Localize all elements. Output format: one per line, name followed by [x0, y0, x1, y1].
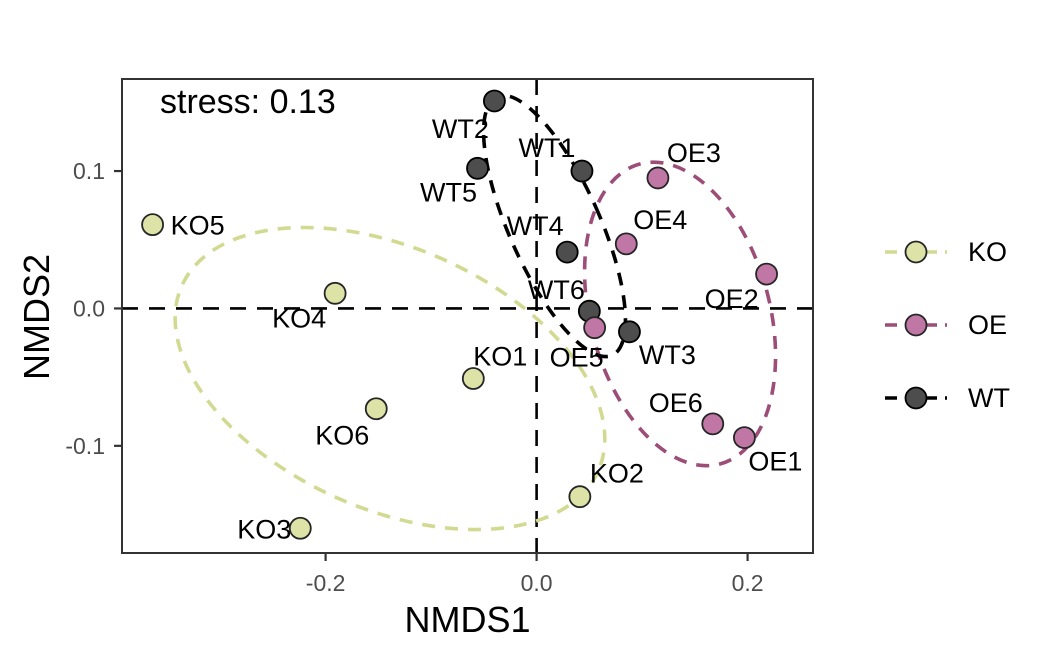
y-tick-label: 0.0: [73, 295, 105, 321]
point-oe3: [646, 166, 670, 190]
point-oe4: [614, 232, 638, 256]
panel-border: [121, 78, 814, 554]
point-label-wt1: WT1: [518, 133, 575, 163]
point-label-ko6: KO6: [315, 421, 369, 451]
point-ko3: [288, 516, 312, 540]
point-label-oe6: OE6: [649, 388, 703, 418]
point-ko6: [364, 397, 388, 421]
point-wt2: [483, 89, 506, 113]
x-axis-title: NMDS1: [404, 599, 531, 640]
point-label-ko4: KO4: [272, 303, 326, 333]
legend-marker-ko-icon: [885, 240, 947, 264]
legend-item-wt: WT: [884, 384, 1010, 412]
y-tick-label: -0.1: [65, 433, 105, 459]
point-label-oe2: OE2: [705, 284, 759, 314]
legend-marker-wt-icon: [885, 386, 947, 410]
point-wt4: [555, 240, 579, 264]
point-label-ko5: KO5: [171, 211, 225, 241]
point-label-ko3: KO3: [237, 514, 291, 544]
point-oe6: [701, 412, 725, 436]
y-tick-label: 0.1: [73, 158, 105, 184]
legend-label: OE: [968, 309, 1008, 340]
point-ko5: [141, 213, 164, 237]
point-wt1: [570, 159, 594, 183]
legend-label: WT: [968, 382, 1010, 413]
point-oe2: [755, 262, 778, 286]
legend-item-ko: KO: [884, 238, 1010, 266]
point-label-wt4: WT4: [507, 211, 564, 241]
point-oe5: [583, 316, 607, 340]
point-wt3: [618, 320, 641, 344]
point-ko1: [461, 367, 485, 390]
x-tick-label: -0.2: [306, 570, 346, 596]
point-wt5: [466, 156, 489, 180]
point-ko4: [323, 281, 347, 305]
point-oe1: [733, 426, 756, 449]
point-label-oe5: OE5: [550, 343, 604, 373]
legend-marker-oe-icon: [885, 313, 947, 337]
y-axis-title: NMDS2: [16, 253, 57, 381]
x-tick-label: 0.0: [521, 570, 553, 596]
legend-label: KO: [968, 236, 1008, 267]
stress-annotation: stress: 0.13: [160, 83, 336, 121]
point-label-oe1: OE1: [748, 447, 802, 477]
point-label-wt3: WT3: [639, 340, 696, 370]
point-label-oe3: OE3: [667, 138, 721, 168]
legend: KO OE WT: [884, 238, 1010, 412]
point-label-ko1: KO1: [473, 342, 527, 372]
point-label-ko2: KO2: [590, 459, 644, 489]
point-label-wt5: WT5: [420, 177, 477, 207]
point-label-wt2: WT2: [432, 114, 489, 144]
legend-item-oe: OE: [884, 311, 1010, 339]
x-tick-label: 0.2: [732, 570, 764, 596]
point-ko2: [568, 485, 592, 509]
point-label-oe4: OE4: [633, 205, 687, 235]
point-label-wt6: WT6: [528, 275, 585, 305]
